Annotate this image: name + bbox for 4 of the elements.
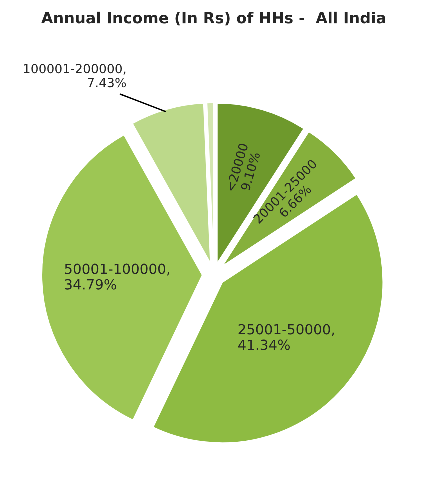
slice-label: 50001-100000, 34.79% bbox=[65, 264, 170, 290]
slice-label: 100001-200000, 7.43% bbox=[24, 64, 126, 88]
slice-label: 25001-50000, 41.34% bbox=[238, 324, 334, 350]
chart-title: Annual Income (In Rs) of HHs - All India bbox=[42, 12, 386, 26]
